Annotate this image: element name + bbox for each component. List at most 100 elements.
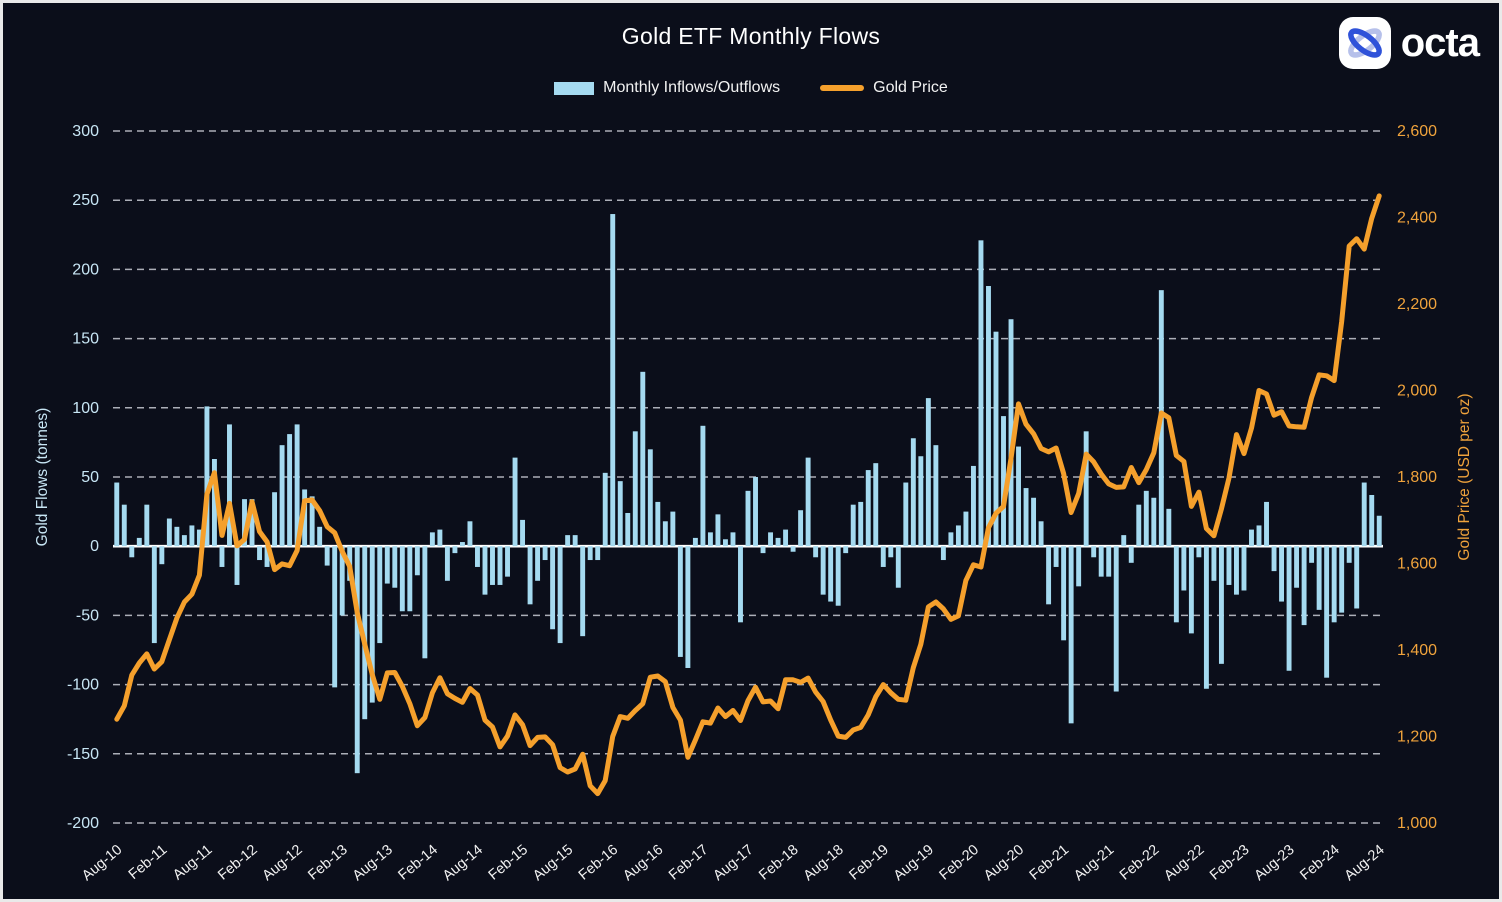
flow-bar bbox=[1264, 501, 1269, 547]
left-tick-label: 250 bbox=[72, 192, 99, 209]
right-tick-label: 1,800 bbox=[1397, 469, 1437, 486]
flow-bar bbox=[873, 463, 879, 547]
x-tick-label: Feb-17 bbox=[666, 842, 711, 884]
flow-bar bbox=[1173, 546, 1179, 623]
flow-bar bbox=[121, 504, 127, 547]
left-tick-label: -100 bbox=[67, 677, 99, 694]
flow-bar bbox=[1241, 546, 1247, 591]
x-tick-label: Aug-20 bbox=[981, 842, 1027, 884]
flow-bar bbox=[1016, 446, 1021, 547]
flow-bar bbox=[565, 535, 571, 547]
x-tick-label: Aug-10 bbox=[79, 842, 125, 884]
flow-bar bbox=[272, 492, 278, 547]
x-tick-label: Feb-22 bbox=[1117, 842, 1162, 884]
right-tick-label: 1,400 bbox=[1397, 642, 1437, 659]
flow-bar bbox=[1249, 529, 1254, 547]
flow-bar bbox=[1196, 546, 1202, 558]
left-tick-label: -150 bbox=[67, 746, 99, 763]
flow-bar bbox=[189, 525, 195, 547]
flow-bar bbox=[1346, 546, 1352, 563]
left-tick-label: 100 bbox=[72, 400, 99, 417]
x-tick-label: Feb-20 bbox=[937, 842, 982, 884]
flow-bar bbox=[1271, 546, 1277, 572]
flow-bar bbox=[1369, 494, 1375, 547]
flow-bar bbox=[828, 546, 834, 602]
flow-bar bbox=[647, 449, 653, 547]
flow-bar bbox=[557, 546, 563, 644]
flow-bar bbox=[1076, 546, 1082, 587]
flow-bar bbox=[700, 425, 706, 547]
right-tick-label: 1,000 bbox=[1397, 815, 1437, 832]
flow-bar bbox=[1098, 546, 1104, 577]
flow-bar bbox=[670, 511, 676, 547]
flow-bar bbox=[414, 546, 420, 576]
flow-bar bbox=[354, 546, 360, 774]
flow-bar bbox=[595, 546, 601, 561]
right-tick-label: 1,200 bbox=[1397, 729, 1437, 746]
flow-bar bbox=[204, 406, 210, 547]
x-tick-label: Aug-17 bbox=[710, 842, 756, 884]
flow-bar bbox=[422, 546, 428, 659]
flow-bar bbox=[1053, 546, 1059, 567]
flow-bar bbox=[264, 546, 270, 567]
left-axis-tick-labels: 300 250 200 150 100 50 0 -50 -100 -150 -200 bbox=[67, 123, 99, 832]
flow-bar bbox=[1113, 546, 1119, 692]
flow-bar bbox=[151, 546, 157, 644]
flow-bar bbox=[294, 424, 300, 547]
flow-bar bbox=[760, 546, 766, 554]
flow-bar bbox=[1309, 546, 1315, 563]
left-tick-label: 150 bbox=[72, 331, 99, 348]
flow-bar bbox=[136, 537, 142, 547]
x-tick-label: Feb-23 bbox=[1207, 842, 1252, 884]
flow-bar bbox=[459, 542, 465, 547]
flow-bar bbox=[617, 481, 623, 547]
x-tick-label: Aug-19 bbox=[891, 842, 937, 884]
flow-bar bbox=[1091, 546, 1097, 558]
flow-bar bbox=[490, 546, 495, 585]
flow-bar bbox=[1354, 546, 1360, 609]
x-tick-label: Feb-19 bbox=[846, 842, 891, 884]
flow-bar bbox=[114, 482, 120, 547]
x-tick-label: Aug-14 bbox=[440, 842, 486, 884]
flows-swatch bbox=[554, 81, 595, 95]
flow-bar bbox=[738, 546, 743, 623]
x-tick-label: Aug-21 bbox=[1071, 842, 1117, 884]
flow-bar bbox=[242, 499, 247, 547]
flow-bar bbox=[257, 546, 262, 561]
flow-bar bbox=[625, 512, 631, 547]
flow-bar bbox=[227, 424, 232, 547]
flow-bar bbox=[610, 214, 616, 547]
flow-bar bbox=[369, 546, 375, 703]
right-tick-label: 2,000 bbox=[1397, 383, 1437, 400]
flow-bar bbox=[1218, 546, 1224, 664]
legend-item-flows: Monthly Inflows/Outflows bbox=[554, 79, 780, 97]
flow-bar bbox=[1256, 525, 1262, 547]
flow-bar bbox=[429, 532, 435, 547]
flow-bar bbox=[407, 546, 413, 612]
legend-item-price: Gold Price bbox=[820, 79, 948, 97]
flow-bar bbox=[805, 457, 811, 547]
flow-bar bbox=[768, 532, 774, 547]
flow-bar bbox=[632, 431, 638, 547]
x-tick-label: Aug-22 bbox=[1161, 842, 1207, 884]
flow-bar bbox=[572, 535, 578, 547]
right-tick-label: 2,400 bbox=[1397, 210, 1437, 227]
right-axis-title: Gold Price (USD per oz) bbox=[1456, 393, 1473, 560]
flow-bar bbox=[948, 532, 954, 547]
flow-bar bbox=[895, 546, 901, 588]
x-tick-label: Feb-13 bbox=[305, 842, 350, 884]
left-tick-label: -200 bbox=[67, 815, 99, 832]
flow-bar bbox=[640, 371, 646, 547]
flow-bar bbox=[1008, 319, 1014, 547]
flow-bar bbox=[1181, 546, 1187, 591]
x-tick-label: Feb-14 bbox=[395, 842, 440, 884]
flow-bar bbox=[850, 504, 856, 547]
flow-bar bbox=[888, 546, 894, 558]
flow-bar bbox=[377, 546, 383, 644]
flow-bar bbox=[1121, 535, 1127, 547]
flow-bar bbox=[505, 546, 510, 577]
flow-bar bbox=[332, 546, 338, 688]
flow-bar bbox=[452, 546, 458, 554]
